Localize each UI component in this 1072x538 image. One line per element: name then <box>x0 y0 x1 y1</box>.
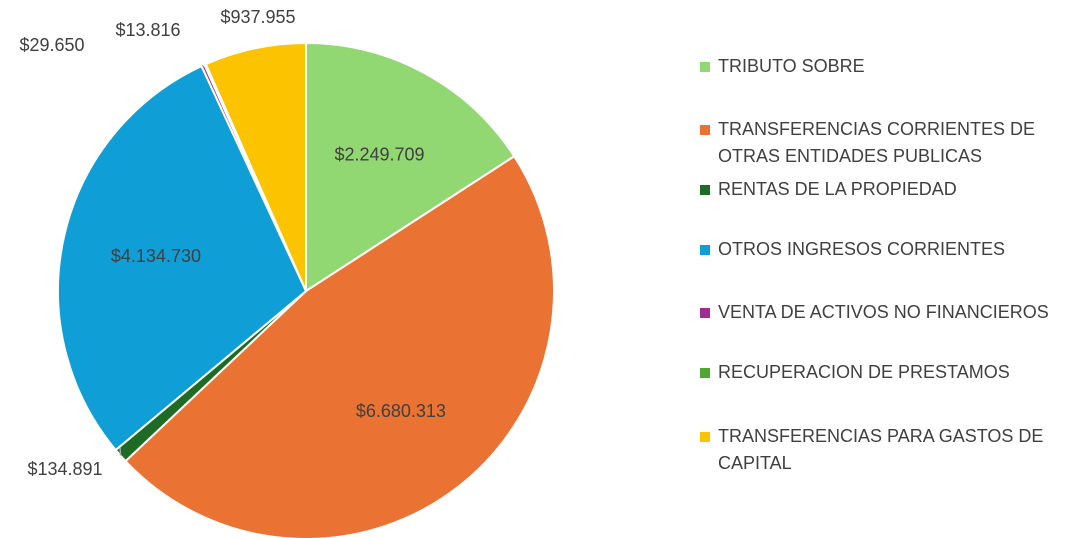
leader-line <box>119 446 122 456</box>
data-label: $134.891 <box>27 459 102 479</box>
legend-swatch <box>700 308 710 318</box>
legend-label: VENTA DE ACTIVOS NO FINANCIEROS <box>718 302 1049 322</box>
data-label: $6.680.313 <box>356 401 446 421</box>
legend-item: TRANSFERENCIAS PARA GASTOS DE CAPITAL <box>700 423 1070 477</box>
legend-label: RENTAS DE LA PROPIEDAD <box>718 179 957 199</box>
legend-swatch <box>700 185 710 195</box>
legend-swatch <box>700 125 710 135</box>
data-label: $4.134.730 <box>111 246 201 266</box>
legend-label: RECUPERACION DE PRESTAMOS <box>718 362 1010 382</box>
legend-item: TRANSFERENCIAS CORRIENTES DE OTRAS ENTID… <box>700 116 1070 170</box>
legend-item: OTROS INGRESOS CORRIENTES <box>700 236 1070 263</box>
legend-label: TRIBUTO SOBRE <box>718 56 865 76</box>
data-label: $13.816 <box>115 20 180 40</box>
legend-swatch <box>700 62 710 72</box>
data-label: $29.650 <box>19 35 84 55</box>
pie-slice <box>124 154 555 538</box>
pie-slice <box>305 41 516 293</box>
legend-label: TRANSFERENCIAS CORRIENTES DE OTRAS ENTID… <box>718 119 1036 166</box>
legend-item: VENTA DE ACTIVOS NO FINANCIEROS <box>700 299 1070 326</box>
pie-slice <box>204 41 307 292</box>
legend-swatch <box>700 245 710 255</box>
legend-swatch <box>700 432 710 442</box>
legend-item: RECUPERACION DE PRESTAMOS <box>700 359 1070 386</box>
leader-line <box>201 64 204 67</box>
legend-item: RENTAS DE LA PROPIEDAD <box>700 176 1070 203</box>
legend-label: TRANSFERENCIAS PARA GASTOS DE CAPITAL <box>718 426 1044 473</box>
data-label: $937.955 <box>220 7 295 27</box>
data-label: $2.249.709 <box>334 145 424 165</box>
legend-label: OTROS INGRESOS CORRIENTES <box>718 239 1006 259</box>
legend-item: TRIBUTO SOBRE <box>700 53 1070 80</box>
legend-swatch <box>700 368 710 378</box>
pie-slice <box>57 64 308 452</box>
